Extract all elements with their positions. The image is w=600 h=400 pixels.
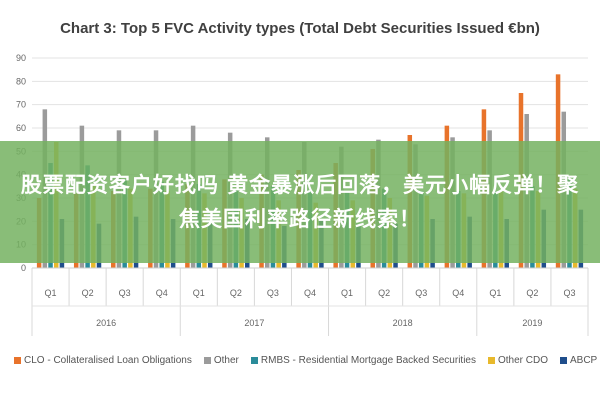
- x-tick-label: Q3: [119, 288, 131, 298]
- x-tick-label: Q2: [230, 288, 242, 298]
- x-tick-label: Q2: [378, 288, 390, 298]
- y-tick-label: 70: [16, 100, 26, 110]
- headline-banner: 股票配资客户好找吗 黄金暴涨后回落，美元小幅反弹！聚焦美国利率路径新线索！: [0, 141, 600, 263]
- y-tick-label: 60: [16, 123, 26, 133]
- x-tick-label: Q1: [45, 288, 57, 298]
- legend-item: Other CDO: [487, 354, 548, 366]
- year-label: 2016: [96, 318, 116, 328]
- chart-legend: CLO - Collateralised Loan Obligations Oth…: [14, 352, 597, 368]
- legend-swatch: [14, 356, 21, 364]
- x-tick-label: Q4: [156, 288, 168, 298]
- legend-item: ABCP: [560, 355, 597, 366]
- x-tick-label: Q1: [193, 288, 205, 298]
- y-tick-label: 0: [21, 263, 26, 273]
- x-tick-label: Q3: [415, 288, 427, 298]
- legend-item: Other: [203, 354, 239, 366]
- y-tick-label: 90: [16, 53, 26, 63]
- year-label: 2017: [244, 318, 264, 328]
- legend-item: RMBS - Residential Mortgage Backed Secur…: [250, 354, 476, 366]
- legend-swatch: [250, 356, 258, 364]
- x-tick-label: Q4: [452, 288, 464, 298]
- legend-label: ABCP: [570, 354, 598, 366]
- x-tick-label: Q2: [82, 288, 94, 298]
- legend-swatch: [487, 356, 495, 364]
- x-tick-label: Q3: [267, 288, 279, 298]
- headline-text: 股票配资客户好找吗 黄金暴涨后回落，美元小幅反弹！聚焦美国利率路径新线索！: [20, 173, 580, 231]
- x-tick-label: Q4: [304, 288, 316, 298]
- legend-label: Other: [213, 354, 239, 366]
- x-tick-label: Q1: [489, 288, 501, 298]
- legend-label: RMBS - Residential Mortgage Backed Secur…: [260, 354, 476, 366]
- x-tick-label: Q1: [341, 288, 353, 298]
- legend-swatch: [203, 356, 211, 364]
- legend-swatch: [560, 356, 567, 364]
- legend-label: CLO - Collateralised Loan Obligations: [24, 354, 192, 366]
- y-tick-label: 80: [16, 76, 26, 86]
- year-label: 2019: [522, 318, 542, 328]
- legend-item: CLO - Collateralised Loan Obligations: [14, 355, 192, 366]
- year-label: 2018: [393, 318, 413, 328]
- x-tick-label: Q3: [563, 288, 575, 298]
- x-tick-label: Q2: [526, 288, 538, 298]
- chart-title: Chart 3: Top 5 FVC Activity types (Total…: [60, 20, 540, 37]
- legend-label: Other CDO: [497, 354, 548, 366]
- x-axis: Q1 Q2 Q3 Q4 Q1 Q2 Q3 Q4 Q1 Q2 Q3 Q4 Q1 Q2 Q3 2016 2017 20…: [31, 267, 589, 336]
